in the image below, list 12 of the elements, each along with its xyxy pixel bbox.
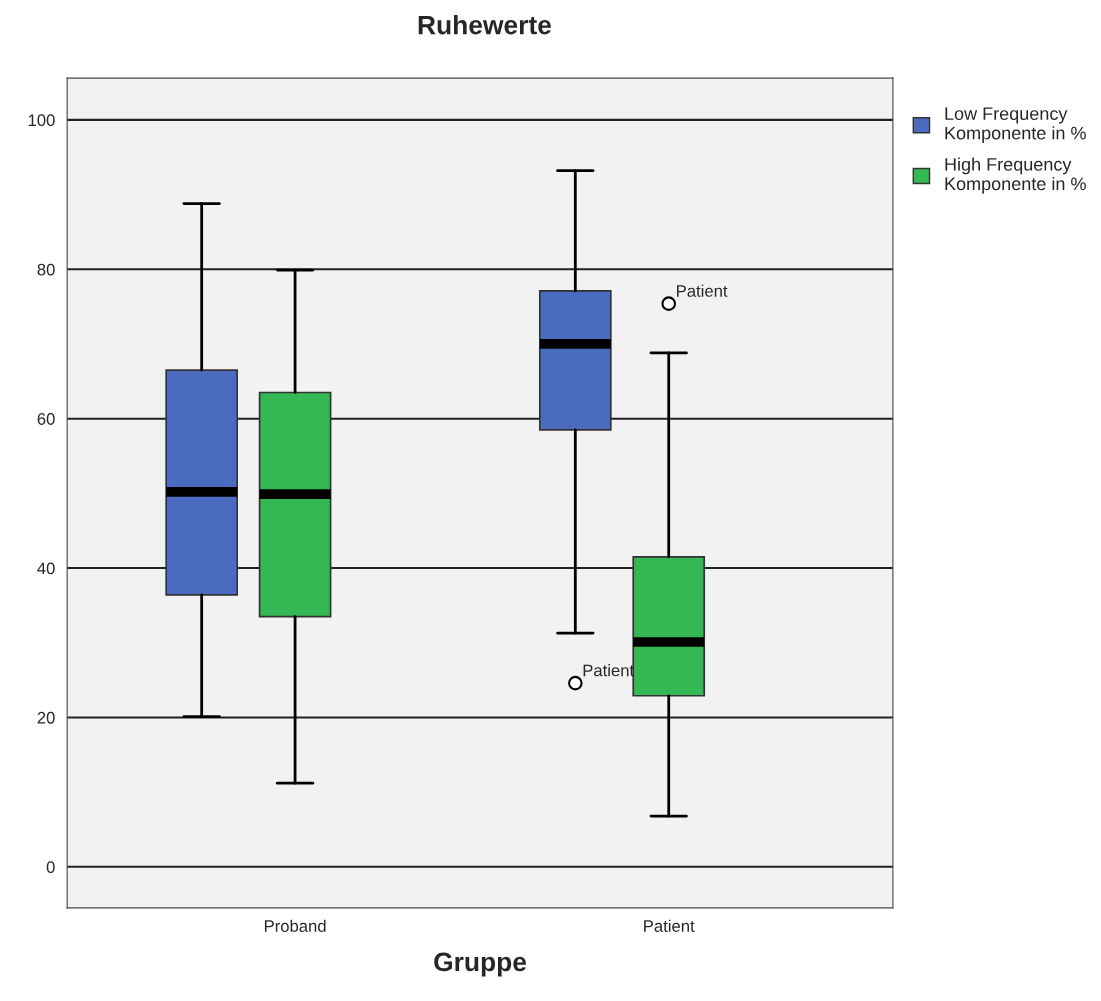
legend-label: High Frequency Komponente in % [945, 157, 1086, 194]
x-tick-label: Proband [264, 919, 326, 932]
y-tick-label: 60 [37, 413, 55, 425]
y-tick-label: 20 [37, 711, 55, 724]
y-tick-label: 40 [37, 562, 55, 575]
y-tick-label: 100 [28, 114, 55, 127]
y-tick-label: 80 [37, 263, 55, 276]
legend-label: Low Frequency Komponente in % [945, 107, 1086, 144]
y-tick-label: 0 [46, 861, 55, 874]
x-axis-title: Gruppe [434, 952, 527, 977]
chart-title: Ruhewerte [418, 15, 551, 35]
annotation: Patient [677, 284, 728, 297]
